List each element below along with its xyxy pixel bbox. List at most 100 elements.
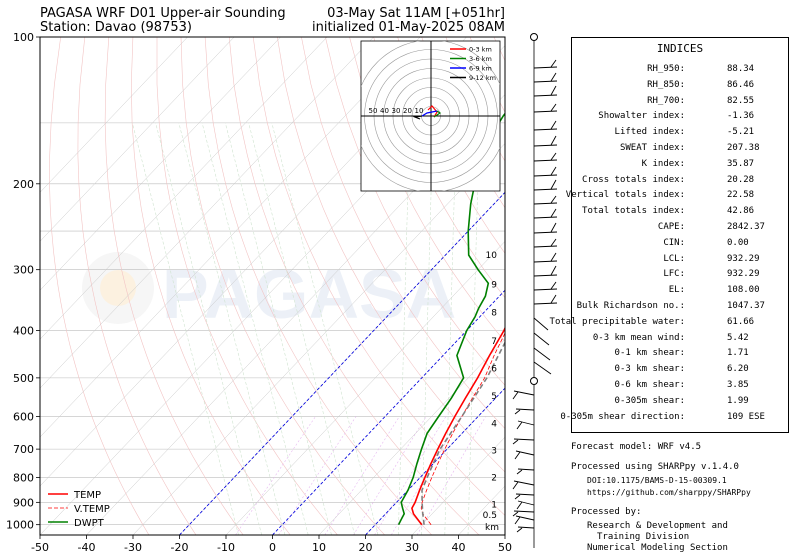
height-label: 8 <box>491 308 497 318</box>
wind-barb <box>533 94 558 97</box>
height-label: 1 <box>491 501 497 511</box>
wind-barb-feather <box>514 494 521 500</box>
wind-barb-feather <box>550 166 557 176</box>
isotherm-line <box>40 37 374 389</box>
wind-barb <box>533 361 552 375</box>
wind-barb-feather <box>550 281 557 290</box>
isotherm-line <box>40 37 421 438</box>
index-value: 88.34 <box>727 64 755 74</box>
series-dwpt-line <box>397 112 505 526</box>
height-label: 4 <box>491 419 497 429</box>
index-label: EL: <box>668 285 685 296</box>
wind-barb-feather <box>550 120 557 130</box>
index-value: 109 ESE <box>727 411 765 422</box>
wind-barb <box>533 288 558 291</box>
height-label: 3 <box>491 447 497 457</box>
indices-title: INDICES <box>656 42 704 55</box>
series-temp-line <box>411 326 505 526</box>
index-label: CIN: <box>663 237 685 248</box>
index-value: -5.21 <box>727 127 755 138</box>
dry-adiabat <box>349 37 505 343</box>
x-tick-label: 10 <box>312 541 326 554</box>
y-tick-label: 900 <box>13 496 34 509</box>
y-tick-label: 500 <box>13 372 34 385</box>
index-label: RH_850: <box>647 79 685 90</box>
station-label: Station: Davao (98753) <box>40 20 192 35</box>
mixing-ratio-line <box>235 416 316 535</box>
dry-adiabat <box>252 37 505 516</box>
moist-adiabat <box>444 122 457 535</box>
index-label: CAPE: <box>657 222 685 232</box>
dry-adiabat <box>180 37 385 535</box>
isotherm-line <box>365 387 505 535</box>
index-value: 2842.37 <box>727 222 765 232</box>
wind-barb <box>517 526 535 529</box>
dry-adiabat <box>77 37 197 535</box>
index-value: 22.58 <box>727 190 755 201</box>
wind-barb <box>533 66 558 69</box>
isotherm-line <box>318 338 505 535</box>
hodograph-ring-label: 10 <box>415 107 424 115</box>
x-tick-label: 40 <box>452 541 466 554</box>
wind-barb-feather <box>550 294 557 304</box>
x-tick-label: -40 <box>78 541 96 554</box>
wind-barb-feather <box>550 135 557 146</box>
model-info: Forecast model: WRF v4.5 <box>571 442 702 452</box>
height-label: 2 <box>491 473 497 483</box>
valid-time: 03-May Sat 11AM [+051hr] <box>327 6 505 21</box>
wind-barb <box>533 245 558 248</box>
index-value: 61.66 <box>727 316 755 327</box>
dry-adiabat <box>277 37 505 473</box>
y-tick-label: 200 <box>13 178 34 191</box>
moist-adiabat <box>398 122 411 535</box>
wind-barb <box>533 317 549 331</box>
wind-barb-feather <box>550 208 557 218</box>
wind-barb <box>533 188 558 191</box>
wind-barb <box>533 274 558 277</box>
moist-adiabat <box>467 122 480 535</box>
y-tick-label: 800 <box>13 471 34 484</box>
wind-barb-feather <box>550 252 557 262</box>
wind-barb <box>515 515 535 521</box>
division-line1: Research & Development and <box>587 521 728 531</box>
chart-title: PAGASA WRF D01 Upper-air Sounding <box>40 6 286 21</box>
doi-text: DOI:10.1175/BAMS-D-15-00309.1 <box>587 476 727 485</box>
dry-adiabat <box>397 37 505 254</box>
hodograph-legend-label: 6-9 km <box>469 65 492 73</box>
wind-barb <box>533 332 550 346</box>
hodograph-legend-label: 0-3 km <box>469 46 492 54</box>
moist-adiabat <box>155 122 262 535</box>
index-value: 932.29 <box>727 253 760 264</box>
index-value: 1.99 <box>727 395 749 406</box>
wind-barb-feather <box>550 238 557 247</box>
hodograph-ring-label: 50 <box>369 107 378 115</box>
hodograph-trace-3-6km <box>433 110 442 118</box>
wind-barb <box>533 202 558 205</box>
legend-label: TEMP <box>73 490 101 501</box>
calm-wind-marker <box>530 33 538 41</box>
x-tick-label: -10 <box>217 541 235 554</box>
wind-barb-feather <box>550 222 557 233</box>
index-label: Cross totals index: <box>582 174 685 185</box>
wind-barb-feather <box>512 481 519 490</box>
index-value: 3.85 <box>727 380 749 390</box>
wind-barb <box>533 231 558 234</box>
y-tick-label: 700 <box>13 443 34 456</box>
height-label: 9 <box>491 281 497 291</box>
wind-barb <box>515 408 535 411</box>
isotherm-line <box>225 240 505 535</box>
index-value: 1047.37 <box>727 301 765 311</box>
index-label: Total totals index: <box>582 206 685 217</box>
moist-adiabat <box>271 122 379 535</box>
hodograph-ring-label: 20 <box>403 107 412 115</box>
wind-barb-feather <box>550 195 557 204</box>
index-value: 42.86 <box>727 206 755 217</box>
index-label: 0-1 km shear: <box>614 348 685 359</box>
wind-barb <box>533 347 551 361</box>
index-label: 0-3 km shear: <box>614 364 685 375</box>
wind-barb <box>517 468 535 471</box>
wind-barb-feather <box>516 501 523 510</box>
wind-barb <box>533 159 558 162</box>
mixing-ratio-line <box>391 416 462 535</box>
